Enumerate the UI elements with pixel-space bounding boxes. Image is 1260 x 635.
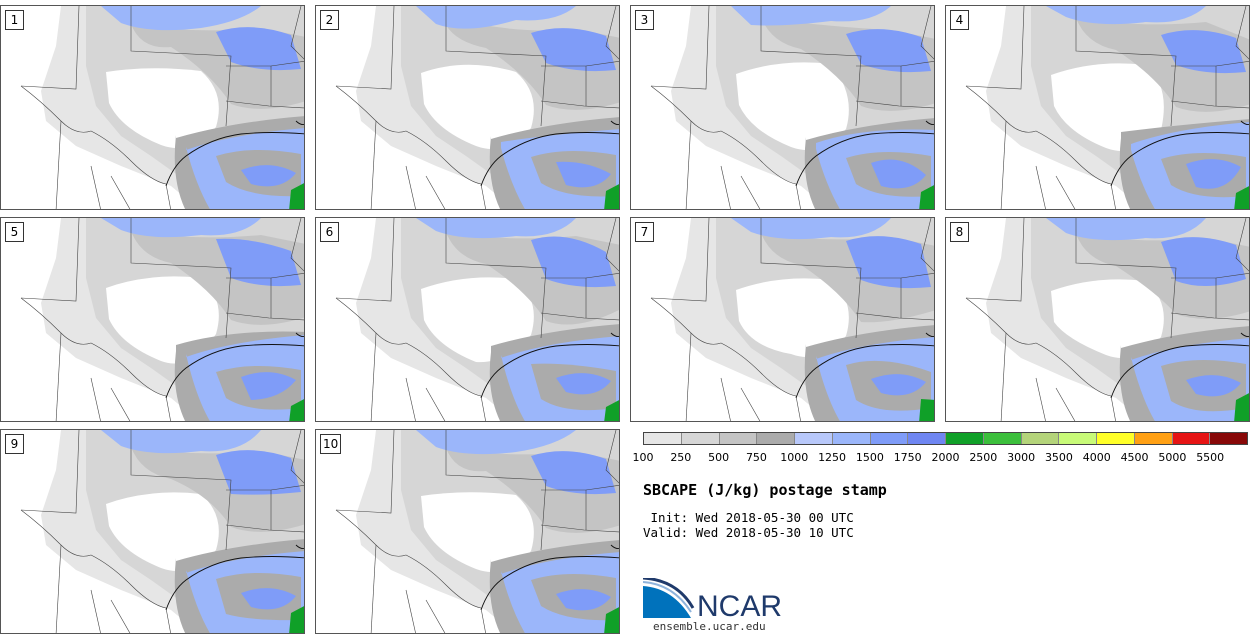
colorbar-swatch [1210, 433, 1247, 444]
stamp-panel-2: 2 [315, 5, 620, 210]
colorbar-swatch [1021, 433, 1060, 444]
colorbar-tick-label: 4500 [1120, 451, 1149, 464]
colorbar-swatch [1134, 433, 1173, 444]
stamp-panel-7: 7 [630, 217, 935, 422]
ncar-logo: NCAR [643, 578, 782, 622]
member-number-label: 3 [635, 10, 654, 30]
member-number-label: 1 [5, 10, 24, 30]
colorbar-tick-label: 1750 [893, 451, 922, 464]
colorbar-tick-label: 3500 [1044, 451, 1073, 464]
stamp-panel-8: 8 [945, 217, 1250, 422]
init-time: Init: Wed 2018-05-30 00 UTC [643, 510, 854, 525]
sbcape-map [316, 430, 619, 633]
sbcape-map [1, 6, 304, 209]
colorbar-swatch [757, 433, 795, 444]
stamp-panel-4: 4 [945, 5, 1250, 210]
sbcape-map [631, 6, 934, 209]
colorbar-swatch [946, 433, 984, 444]
colorbar-swatch [1172, 433, 1211, 444]
member-number-label: 9 [5, 434, 24, 454]
stamp-panel-9: 9 [0, 429, 305, 634]
colorbar-swatch [870, 433, 909, 444]
sbcape-map [316, 6, 619, 209]
sbcape-colorbar [643, 432, 1248, 445]
member-number-label: 8 [950, 222, 969, 242]
colorbar-tick-label: 2000 [931, 451, 960, 464]
stamp-panel-6: 6 [315, 217, 620, 422]
sbcape-map [946, 6, 1249, 209]
colorbar-swatch [1097, 433, 1135, 444]
member-number-label: 10 [320, 434, 342, 454]
colorbar-tick-label: 500 [708, 451, 730, 464]
chart-title: SBCAPE (J/kg) postage stamp [643, 481, 887, 499]
stamp-panel-10: 10 [315, 429, 620, 634]
valid-time: Valid: Wed 2018-05-30 10 UTC [643, 525, 854, 540]
colorbar-tick-label: 3000 [1007, 451, 1036, 464]
stamp-panel-3: 3 [630, 5, 935, 210]
colorbar-tick-labels: 100 250 500 750 1000 1250 1500 1750 2000 2500 3000… [633, 451, 1248, 465]
sbcape-map [946, 218, 1249, 421]
sbcape-map [631, 218, 934, 421]
colorbar-swatch [832, 433, 871, 444]
logo-wordmark: NCAR [697, 590, 782, 622]
member-number-label: 4 [950, 10, 969, 30]
colorbar-tick-label: 2500 [969, 451, 998, 464]
colorbar-tick-label: 1500 [855, 451, 884, 464]
colorbar-tick-label: 100 [632, 451, 654, 464]
colorbar-swatch [644, 433, 682, 444]
colorbar-tick-label: 4000 [1082, 451, 1111, 464]
colorbar-tick-label: 250 [670, 451, 692, 464]
sbcape-map [316, 218, 619, 421]
colorbar-tick-label: 1250 [818, 451, 847, 464]
colorbar-swatch [908, 433, 946, 444]
colorbar-swatch [795, 433, 833, 444]
colorbar-swatch [719, 433, 758, 444]
member-number-label: 5 [5, 222, 24, 242]
sbcape-map [1, 218, 304, 421]
colorbar-swatch [1059, 433, 1097, 444]
logo-url: ensemble.ucar.edu [653, 620, 766, 633]
member-number-label: 2 [320, 10, 339, 30]
colorbar-tick-label: 5500 [1196, 451, 1225, 464]
colorbar-swatch [983, 433, 1022, 444]
colorbar-tick-label: 750 [745, 451, 767, 464]
colorbar-tick-label: 5000 [1158, 451, 1187, 464]
stamp-panel-1: 1 [0, 5, 305, 210]
stamp-panel-5: 5 [0, 217, 305, 422]
member-number-label: 7 [635, 222, 654, 242]
sbcape-map [1, 430, 304, 633]
colorbar-swatch [681, 433, 720, 444]
colorbar-tick-label: 1000 [780, 451, 809, 464]
member-number-label: 6 [320, 222, 339, 242]
